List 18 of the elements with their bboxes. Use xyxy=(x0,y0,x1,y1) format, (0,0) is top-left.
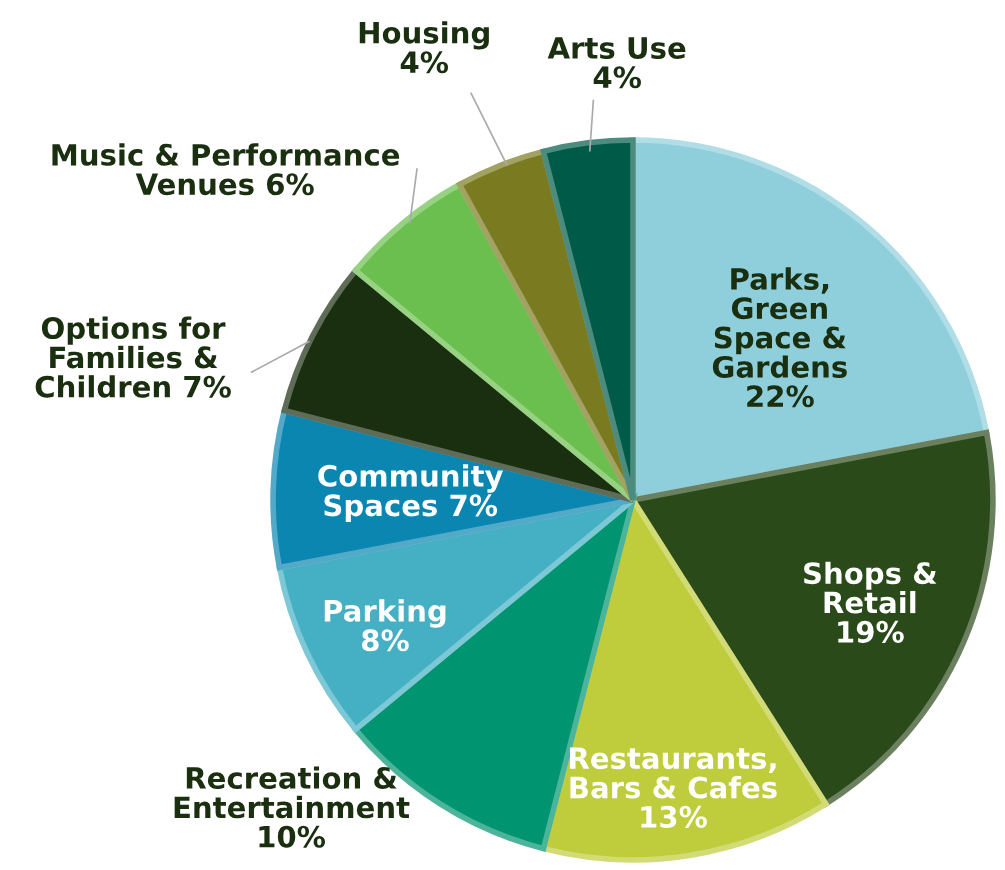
data-label: 19% xyxy=(838,620,904,643)
slice-label: Parks, Green Space & Gardens xyxy=(712,267,847,378)
data-label: 4% xyxy=(400,51,449,74)
slice-label: Music & Performance Venues 6% xyxy=(52,143,400,196)
slice-label: Housing xyxy=(359,21,489,50)
slice-label: Parking xyxy=(324,599,446,628)
data-label: 8% xyxy=(362,629,409,652)
slice-label: Community Spaces 7% xyxy=(318,464,503,523)
slice-label: Shops & Retail xyxy=(804,561,937,614)
data-label: 22% xyxy=(747,385,814,408)
data-label: 4% xyxy=(593,66,641,89)
slice-label: Arts Use xyxy=(547,37,686,59)
pie-slice xyxy=(540,137,636,503)
slice-label: Recreation & Entertainment xyxy=(174,766,410,819)
data-label: 10% xyxy=(259,825,326,848)
data-label: 13% xyxy=(641,805,707,828)
slice-label: Restaurants, Bars & Cafes xyxy=(570,747,777,799)
slice-label: Options for Families & Children 7% xyxy=(35,316,231,398)
